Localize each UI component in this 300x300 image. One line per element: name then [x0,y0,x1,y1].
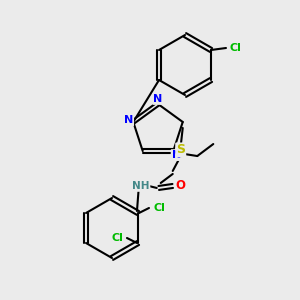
Text: Cl: Cl [111,233,123,243]
Text: N: N [124,116,133,125]
Text: N: N [153,94,163,104]
Text: S: S [176,143,185,157]
Text: Cl: Cl [229,43,241,53]
Text: O: O [176,179,186,193]
Text: Cl: Cl [153,203,165,213]
Text: NH: NH [132,181,149,191]
Text: N: N [172,150,181,160]
